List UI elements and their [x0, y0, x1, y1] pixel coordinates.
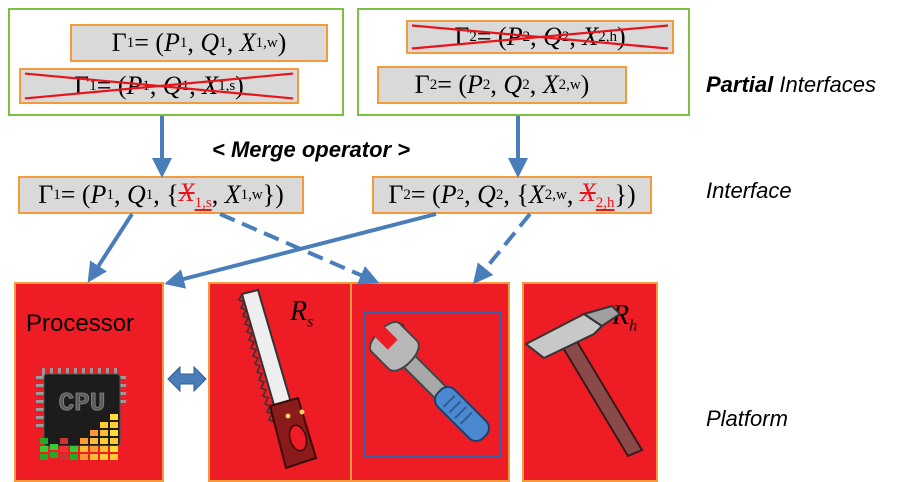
interface-2-to-processor-arrow: [164, 212, 437, 289]
hammer-icon: [524, 304, 644, 458]
platform-label: Platform: [706, 406, 788, 431]
wrench-selection-frame: [364, 312, 502, 458]
interface-1-to-processor-arrow: [87, 212, 134, 283]
bidirectional-arrow-icon: [167, 365, 207, 393]
interface-label: Interface: [706, 178, 792, 203]
merge-operator-label: < Merge operator >: [212, 137, 411, 162]
resource-hammer-label: Rh: [612, 300, 638, 335]
svg-text:CPU: CPU: [59, 388, 106, 418]
processor-label: Processor: [26, 310, 135, 337]
interface-2-to-wrench-arrow: [472, 212, 532, 285]
partial-interfaces-label: Partial Interfaces: [706, 72, 876, 97]
saw-icon: [237, 288, 318, 470]
interface-1-to-wrench-arrow: [219, 212, 380, 285]
wrench-icon: [368, 320, 490, 442]
resource-saw-label: Rs: [290, 296, 314, 331]
cpu-chip-icon: CPU: [36, 368, 126, 460]
